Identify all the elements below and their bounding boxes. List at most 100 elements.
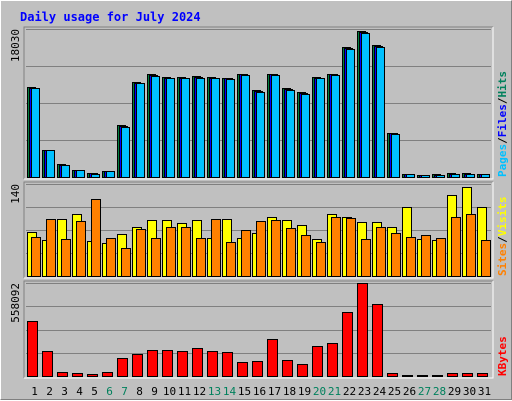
x-tick-label-day-17: 17 xyxy=(268,385,281,398)
plot-border-bottom xyxy=(24,27,494,180)
legend-entry: Hits xyxy=(496,71,509,98)
bar-pages-day-16 xyxy=(256,92,265,178)
legend-entry: Files xyxy=(496,104,509,137)
bar-pages-day-13 xyxy=(211,78,220,178)
bar-pages-day-22 xyxy=(346,49,355,178)
bar-kbytes-day-18 xyxy=(282,360,293,377)
plot-border-bottom xyxy=(24,182,494,279)
x-tick-label-day-10: 10 xyxy=(163,385,176,398)
bar-pages-day-28 xyxy=(436,175,445,178)
bar-pages-day-17 xyxy=(271,75,280,178)
bar-kbytes-day-12 xyxy=(192,348,203,377)
bar-sites-day-8 xyxy=(136,229,146,277)
x-tick-label-day-18: 18 xyxy=(283,385,296,398)
bar-sites-day-31 xyxy=(481,240,491,277)
plot-border-top xyxy=(23,181,493,278)
x-tick-label-day-9: 9 xyxy=(151,385,158,398)
x-tick-label-day-3: 3 xyxy=(61,385,68,398)
bar-sites-day-4 xyxy=(76,221,86,277)
bar-sites-day-10 xyxy=(166,227,176,277)
legend-entry: / xyxy=(496,137,509,144)
bar-sites-day-16 xyxy=(256,221,266,277)
bar-sites-day-28 xyxy=(436,238,446,277)
panel-max-label: 558092 xyxy=(9,283,22,323)
x-tick-label-day-22: 22 xyxy=(343,385,356,398)
bar-kbytes-day-16 xyxy=(252,361,263,377)
bar-kbytes-day-11 xyxy=(177,351,188,377)
chart-title: Daily usage for July 2024 xyxy=(20,10,201,24)
bar-kbytes-day-30 xyxy=(462,373,473,377)
bar-pages-day-29 xyxy=(451,174,460,178)
x-tick-label-day-29: 29 xyxy=(448,385,461,398)
bar-sites-day-23 xyxy=(361,239,371,277)
bar-sites-day-22 xyxy=(346,218,356,277)
bar-sites-day-18 xyxy=(286,228,296,277)
bar-kbytes-day-27 xyxy=(417,375,428,377)
bar-kbytes-day-1 xyxy=(27,321,38,377)
bar-sites-day-25 xyxy=(391,233,401,277)
bar-sites-day-7 xyxy=(121,248,131,277)
chart-panels: 18030Pages/Files/Hits140Sites/Visits5580… xyxy=(9,26,509,379)
bar-kbytes-day-3 xyxy=(57,372,68,377)
bar-pages-day-26 xyxy=(406,174,415,178)
x-tick-label-day-2: 2 xyxy=(46,385,53,398)
panel-max-label: 18030 xyxy=(9,29,22,62)
legend-entry: / xyxy=(496,97,509,104)
bar-sites-day-14 xyxy=(226,242,236,277)
x-tick-label-day-12: 12 xyxy=(193,385,206,398)
bar-kbytes-day-26 xyxy=(402,375,413,377)
bar-sites-day-15 xyxy=(241,230,251,277)
legend-entry: / xyxy=(496,236,509,243)
bar-sites-day-20 xyxy=(316,242,326,277)
bar-kbytes-day-7 xyxy=(117,358,128,377)
bar-pages-day-5 xyxy=(91,174,100,178)
bar-kbytes-day-15 xyxy=(237,362,248,377)
bar-kbytes-day-20 xyxy=(312,346,323,377)
bar-pages-day-2 xyxy=(46,150,55,178)
x-tick-label-day-14: 14 xyxy=(223,385,237,398)
bar-pages-day-3 xyxy=(61,165,70,178)
x-tick-label-day-4: 4 xyxy=(76,385,83,398)
bar-sites-day-2 xyxy=(46,219,56,277)
x-tick-label-day-24: 24 xyxy=(373,385,387,398)
bar-pages-day-19 xyxy=(301,94,310,178)
bar-sites-day-13 xyxy=(211,219,221,277)
bar-kbytes-day-19 xyxy=(297,364,308,377)
legend-entry: Sites xyxy=(496,243,509,276)
bar-sites-day-12 xyxy=(196,238,206,277)
x-tick-label-day-8: 8 xyxy=(136,385,143,398)
bar-kbytes-day-5 xyxy=(87,374,98,377)
legend-entry: Pages xyxy=(496,144,509,177)
panel-visits-sites: 140 Sites/Visits xyxy=(9,181,509,279)
bar-kbytes-day-28 xyxy=(432,375,443,377)
bar-sites-day-21 xyxy=(331,217,341,277)
bar-sites-day-26 xyxy=(406,237,416,277)
bar-pages-day-21 xyxy=(331,75,340,178)
x-tick-label-day-13: 13 xyxy=(208,385,221,398)
x-tick-label-day-27: 27 xyxy=(418,385,431,398)
x-tick-label-day-26: 26 xyxy=(403,385,416,398)
bar-kbytes-day-21 xyxy=(327,343,338,377)
bar-pages-day-15 xyxy=(241,75,250,178)
bar-pages-day-24 xyxy=(376,47,385,178)
legend-entry: KBytes xyxy=(496,336,509,376)
bar-kbytes-day-4 xyxy=(72,373,83,377)
x-tick-label-day-6: 6 xyxy=(106,385,113,398)
bar-kbytes-day-13 xyxy=(207,351,218,377)
bar-kbytes-day-23 xyxy=(357,283,368,377)
panel-legend: Sites/Visits xyxy=(496,197,509,277)
bar-kbytes-day-2 xyxy=(42,351,53,377)
x-tick-label-day-7: 7 xyxy=(121,385,128,398)
bar-pages-day-4 xyxy=(76,170,85,178)
bar-kbytes-day-25 xyxy=(387,373,398,377)
x-tick-label-day-23: 23 xyxy=(358,385,371,398)
bar-kbytes-day-24 xyxy=(372,304,383,377)
bar-kbytes-day-10 xyxy=(162,350,173,377)
bar-pages-day-12 xyxy=(196,78,205,178)
plot-border-top xyxy=(23,280,493,378)
bar-kbytes-day-29 xyxy=(447,373,458,377)
bar-sites-day-19 xyxy=(301,235,311,277)
bar-pages-day-9 xyxy=(151,76,160,178)
